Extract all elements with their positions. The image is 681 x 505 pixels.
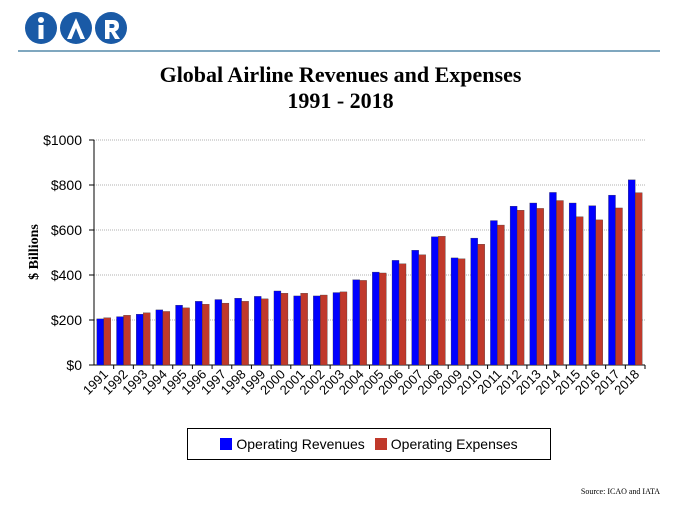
bar-expense xyxy=(221,302,230,366)
y-tick-label: $0 xyxy=(66,357,82,373)
legend-item-expenses: Operating Expenses xyxy=(374,436,518,452)
bar-expense xyxy=(457,258,466,366)
y-tick-label: $600 xyxy=(51,222,82,238)
bar-revenue xyxy=(195,301,203,366)
bar-revenue xyxy=(450,257,459,366)
bar-revenue xyxy=(391,260,400,366)
legend-label-expenses: Operating Expenses xyxy=(390,436,518,452)
bar-expense xyxy=(438,236,446,366)
bar-expense xyxy=(418,254,426,366)
source-note: Source: ICAO and IATA xyxy=(580,487,660,496)
legend-item-revenues: Operating Revenues xyxy=(220,436,365,452)
bar-revenue xyxy=(608,194,616,366)
bar-expense xyxy=(241,301,249,366)
bar-expense xyxy=(162,311,171,366)
bar-expense xyxy=(635,192,643,366)
bar-expense xyxy=(497,224,505,366)
bar-revenue xyxy=(293,295,301,366)
legend-label-revenues: Operating Revenues xyxy=(236,436,365,452)
bar-expense xyxy=(202,304,210,366)
bar-revenue xyxy=(490,220,498,366)
bar-expense xyxy=(123,315,131,366)
bar-expense xyxy=(536,208,544,366)
bar-revenue xyxy=(332,292,341,366)
legend-swatch-revenues xyxy=(220,438,233,450)
bar-expense xyxy=(359,280,367,366)
bar-revenue xyxy=(175,304,183,366)
bar-expense xyxy=(398,263,407,366)
bar-revenue xyxy=(234,298,242,366)
bar-expense xyxy=(595,219,603,366)
header-divider xyxy=(18,50,660,52)
bar-revenue xyxy=(628,179,636,366)
bar-revenue xyxy=(529,202,537,366)
bar-revenue xyxy=(549,192,557,366)
bar-expense xyxy=(280,293,289,366)
bar-revenue xyxy=(96,318,104,366)
y-tick-label: $1000 xyxy=(43,132,82,148)
bar-expense xyxy=(339,291,348,366)
bar-revenue xyxy=(372,271,380,366)
y-tick-label: $200 xyxy=(51,312,82,328)
y-tick-label: $800 xyxy=(51,177,82,193)
y-tick-label: $400 xyxy=(51,267,82,283)
bar-revenue xyxy=(313,295,321,366)
bar-expense xyxy=(103,317,111,366)
bar-revenue xyxy=(214,299,223,366)
bar-expense xyxy=(320,294,328,366)
bar-revenue xyxy=(470,237,478,366)
bar-expense xyxy=(143,312,151,366)
chart-title: Global Airline Revenues and Expenses xyxy=(159,62,522,87)
legend-swatch-expenses xyxy=(374,438,387,450)
chart-subtitle: 1991 - 2018 xyxy=(287,88,394,113)
bar-expense xyxy=(379,272,387,366)
bar-revenue xyxy=(273,290,282,366)
bar-revenue xyxy=(352,279,360,366)
bar-revenue xyxy=(431,236,439,366)
bar-revenue xyxy=(155,309,164,366)
bar-expense xyxy=(261,298,269,366)
bar-expense xyxy=(182,307,190,366)
bar-expense xyxy=(575,216,584,366)
bar-expense xyxy=(300,293,308,366)
bar-revenue xyxy=(254,296,262,366)
bar-expense xyxy=(516,210,525,366)
y-axis-label: $ Billions xyxy=(27,224,42,280)
bar-revenue xyxy=(568,202,577,366)
bar-revenue xyxy=(509,205,518,366)
bar-expense xyxy=(556,200,564,366)
iar-logo xyxy=(25,12,127,44)
chart-legend: Operating Revenues Operating Expenses xyxy=(187,428,551,460)
bar-revenue xyxy=(136,313,144,366)
bar-revenue xyxy=(411,250,419,366)
bar-revenue xyxy=(116,316,124,366)
bar-expense xyxy=(477,244,485,366)
bar-revenue xyxy=(588,205,596,366)
bar-expense xyxy=(615,207,623,366)
